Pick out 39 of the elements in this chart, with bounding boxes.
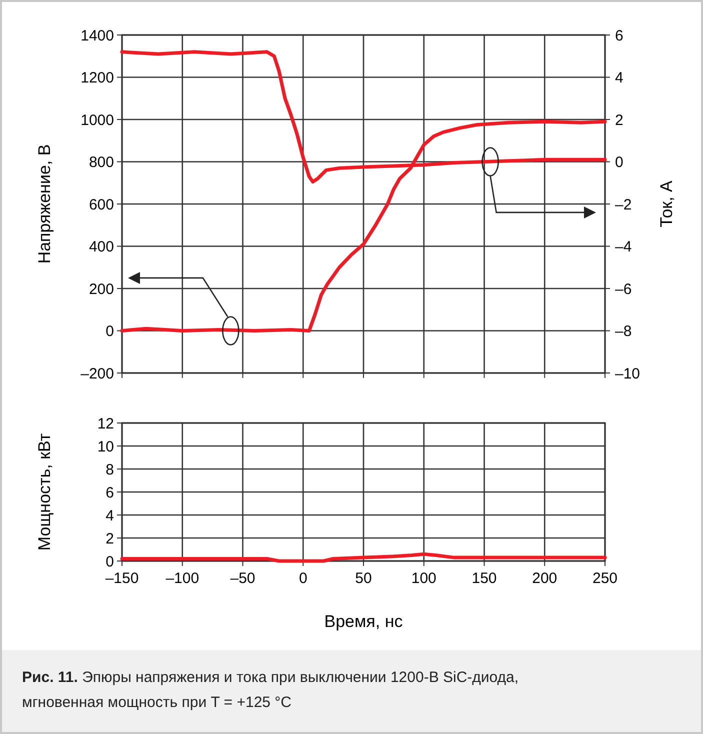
x-tick-label: 50	[355, 570, 372, 587]
y-tick-label: 1000	[80, 112, 114, 129]
x-tick-label: 150	[472, 570, 497, 587]
x-tick-label: –150	[105, 570, 139, 587]
y-tick-label: 200	[88, 280, 114, 298]
y-tick-label: 10	[97, 438, 114, 456]
y2-axis-title: Ток, А	[657, 180, 676, 228]
y2-tick-label: –10	[615, 365, 640, 382]
y2-tick-label: –2	[615, 196, 632, 214]
y2-tick-label: 0	[615, 154, 624, 171]
y-tick-label: 0	[106, 323, 114, 340]
y-tick-label: 8	[106, 461, 114, 478]
x-tick-label: 250	[592, 570, 618, 587]
x-tick-label: 200	[532, 570, 558, 587]
y2-tick-label: 2	[615, 112, 624, 129]
y-tick-label: 6	[106, 484, 114, 502]
y-tick-label: –200	[80, 365, 114, 382]
x-tick-label: –50	[230, 570, 256, 587]
y2-tick-label: –4	[615, 238, 632, 256]
y-tick-label: 12	[97, 415, 114, 432]
y2-tick-label: 4	[615, 70, 624, 86]
y-tick-label: 1400	[80, 27, 114, 44]
y2-tick-label: 6	[615, 27, 624, 44]
x-tick-label: 100	[411, 570, 436, 587]
y-axis-title: Напряжение, В	[35, 144, 54, 264]
y-tick-label: 600	[88, 196, 114, 214]
x-tick-label: –100	[166, 570, 200, 587]
y2-tick-label: –8	[615, 323, 632, 340]
y-tick-label: 800	[88, 154, 114, 171]
y-tick-label: 2	[106, 530, 114, 548]
text: Рис. 11. Эпюры напряжения и тока при выключении 1200‑В SiC‑диода, мгновенная мощность при T = +125 °C	[22, 669, 519, 711]
y-tick-label: 1200	[80, 70, 114, 86]
y-axis-title: Мощность, кВт	[35, 433, 54, 551]
y-tick-label: 4	[106, 507, 114, 524]
x-axis-title: Время, нс	[324, 612, 404, 631]
x-tick-label: 0	[298, 570, 308, 587]
y2-tick-label: –6	[615, 280, 632, 298]
y-tick-label: 0	[106, 553, 114, 570]
y-tick-label: 400	[88, 238, 114, 256]
